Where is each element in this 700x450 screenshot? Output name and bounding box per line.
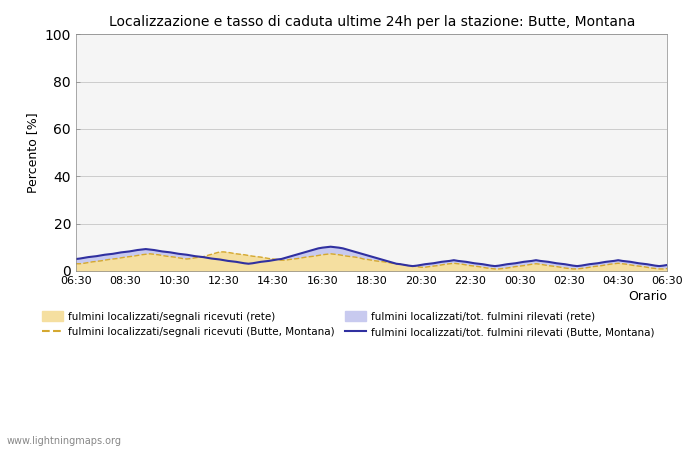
Text: Orario: Orario — [629, 290, 668, 303]
Title: Localizzazione e tasso di caduta ultime 24h per la stazione: Butte, Montana: Localizzazione e tasso di caduta ultime … — [108, 15, 635, 29]
Text: www.lightningmaps.org: www.lightningmaps.org — [7, 436, 122, 446]
Y-axis label: Percento [%]: Percento [%] — [26, 112, 39, 193]
Legend: fulmini localizzati/segnali ricevuti (rete), fulmini localizzati/segnali ricevut: fulmini localizzati/segnali ricevuti (re… — [38, 307, 659, 341]
